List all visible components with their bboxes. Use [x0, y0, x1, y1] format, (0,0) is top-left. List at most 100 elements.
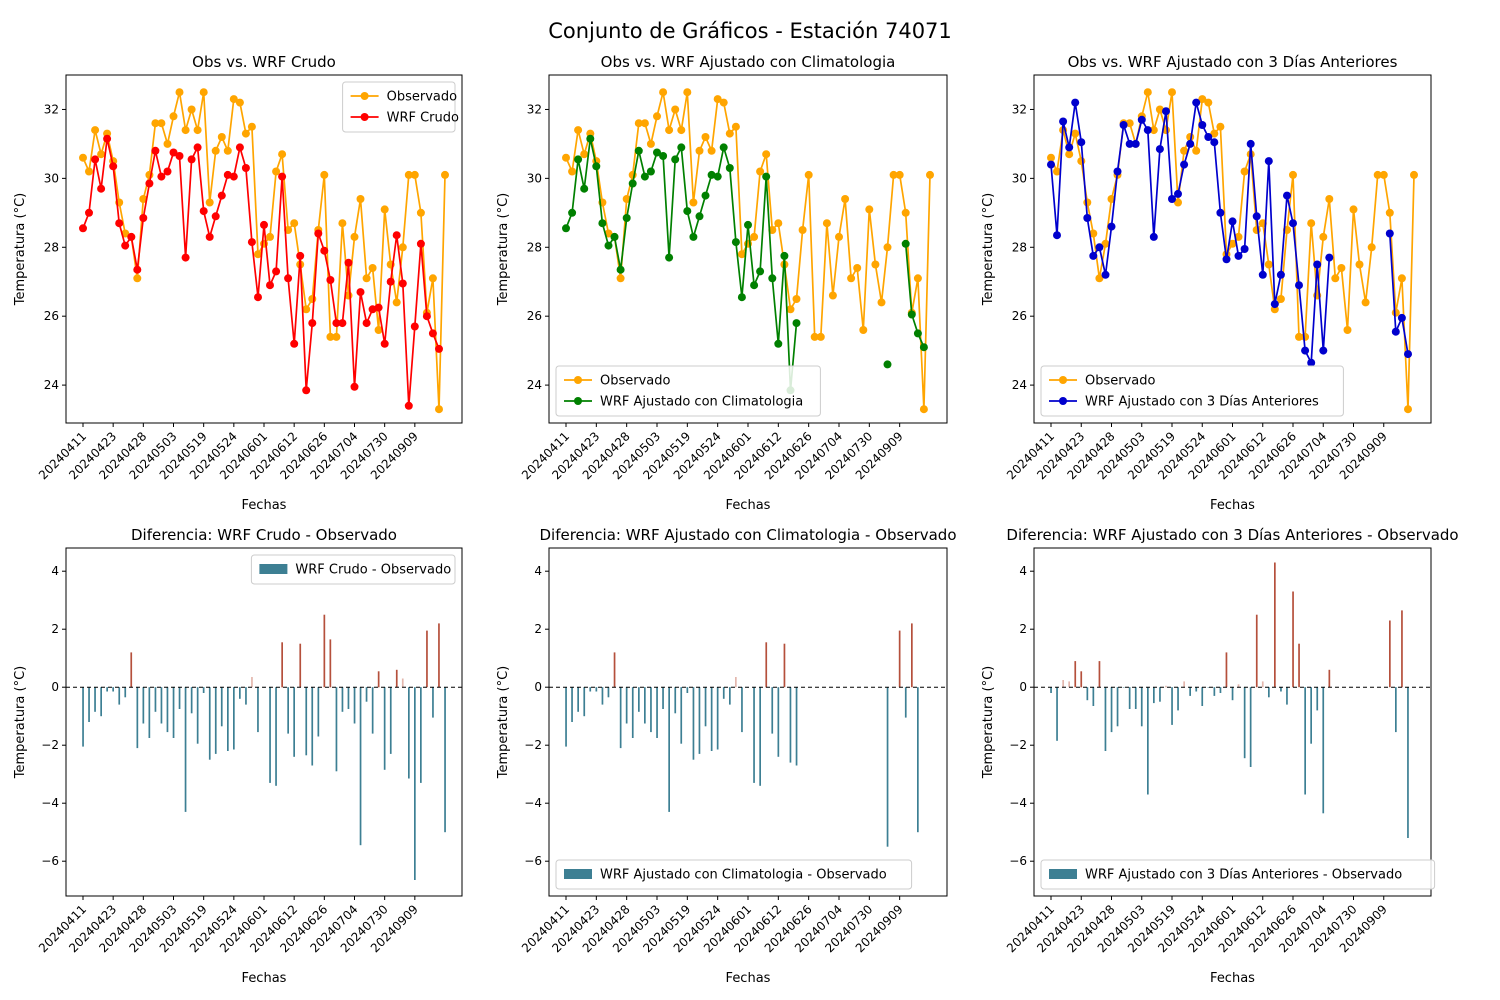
data-point [241, 164, 250, 172]
y-axis-label: Temperatura (°C) [496, 193, 511, 306]
data-point [1210, 138, 1219, 147]
y-tick-label: −4 [524, 796, 542, 810]
legend: Observado WRF Ajustado con 3 Días Anterio… [1040, 365, 1344, 417]
data-point [1258, 270, 1267, 279]
data-point [646, 167, 655, 176]
bar [619, 687, 622, 749]
panel-title: Diferencia: WRF Ajustado con Climatologi… [539, 526, 956, 544]
y-tick-label: 28 [44, 240, 59, 254]
data-point [598, 219, 607, 228]
bar [1068, 681, 1070, 688]
legend-label: Observado [600, 374, 671, 389]
data-point [653, 112, 661, 121]
bar [130, 652, 133, 688]
data-point [713, 172, 722, 181]
bar [118, 687, 121, 705]
data-point [205, 232, 214, 241]
data-point [1222, 255, 1231, 264]
data-point [774, 219, 783, 228]
bar [1116, 687, 1119, 727]
data-point [926, 170, 934, 179]
bar [408, 687, 410, 779]
data-point [659, 88, 668, 97]
data-point [574, 155, 583, 164]
data-point [1385, 208, 1394, 217]
bar [777, 687, 780, 757]
data-point [804, 170, 813, 179]
y-tick-label: 30 [527, 171, 542, 185]
data-point [1313, 260, 1322, 269]
data-point [1198, 121, 1207, 129]
data-point [278, 172, 287, 181]
data-point [1391, 308, 1400, 317]
bar [239, 687, 241, 699]
data-point [278, 150, 287, 159]
data-point [610, 232, 619, 241]
bar [911, 623, 913, 688]
bar [674, 687, 677, 714]
data-point [580, 184, 589, 193]
bar [233, 687, 235, 750]
bar [1237, 684, 1240, 688]
data-point [1113, 167, 1122, 176]
data-point [847, 274, 856, 283]
bar [184, 687, 187, 812]
y-axis-label: Temperatura (°C) [981, 193, 996, 306]
data-point [398, 279, 407, 288]
x-axis-label: Fechas [726, 971, 771, 986]
data-point [725, 129, 734, 138]
data-point [290, 219, 299, 228]
data-point [1349, 205, 1358, 214]
bar [613, 652, 616, 688]
data-point [792, 319, 801, 328]
data-point [1047, 160, 1055, 169]
bar [1213, 687, 1216, 696]
y-tick-label: −2 [1009, 738, 1027, 752]
y-tick-label: −6 [1009, 854, 1027, 868]
data-point [344, 258, 353, 267]
data-point [320, 246, 329, 255]
data-point [187, 155, 196, 164]
chart-panel-6: Diferencia: WRF Ajustado con 3 Días Ante… [981, 526, 1459, 986]
bar [245, 687, 247, 705]
data-point [1307, 358, 1316, 367]
bar [178, 687, 181, 709]
data-point [1180, 146, 1189, 155]
data-point [1186, 139, 1195, 148]
data-point [1270, 300, 1279, 309]
data-point [750, 232, 759, 241]
data-point [695, 146, 704, 155]
data-point [822, 219, 831, 228]
bar [1310, 687, 1312, 744]
data-point [362, 319, 371, 328]
bar [154, 687, 157, 712]
data-point [665, 253, 674, 262]
bar [329, 639, 332, 688]
data-point [1397, 274, 1406, 283]
y-tick-label: −6 [41, 854, 59, 868]
bar [432, 687, 434, 718]
data-point [1252, 226, 1261, 234]
data-point [235, 98, 244, 107]
bar [656, 687, 658, 738]
panel-title: Diferencia: WRF Ajustado con 3 Días Ante… [1006, 526, 1458, 544]
data-point [701, 191, 710, 200]
bar [257, 687, 259, 733]
bar [1104, 687, 1107, 751]
data-point [91, 126, 100, 135]
y-tick-label: 0 [1019, 680, 1027, 694]
bar [644, 687, 646, 724]
data-point [290, 339, 299, 348]
data-point [913, 274, 922, 283]
data-point [877, 298, 886, 307]
bar [106, 687, 108, 692]
data-point [97, 184, 106, 193]
data-point [266, 232, 274, 241]
data-point [266, 281, 274, 290]
bar [311, 687, 314, 766]
bar [1056, 687, 1058, 741]
bar [650, 687, 652, 733]
data-point [247, 238, 256, 247]
bar [438, 623, 440, 688]
